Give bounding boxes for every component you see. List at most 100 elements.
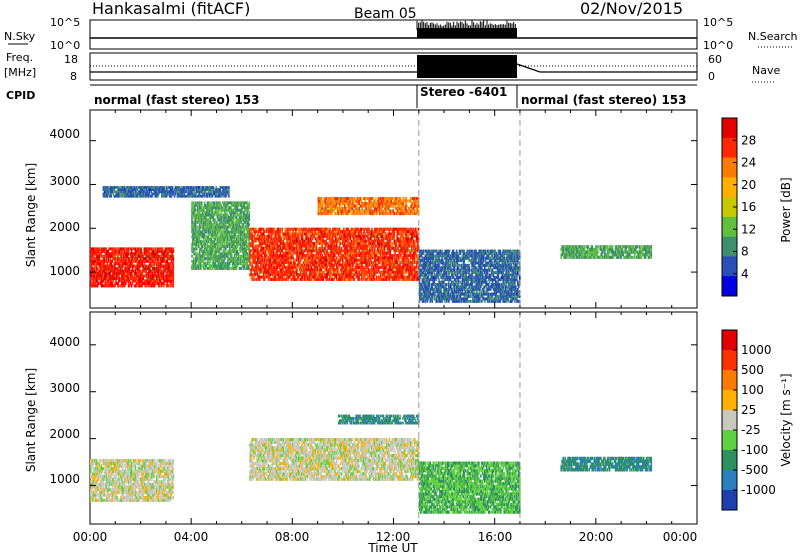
echo-cell — [103, 272, 106, 276]
echo-cell — [111, 269, 113, 273]
echo-cell — [155, 254, 157, 258]
echo-cell — [156, 267, 158, 271]
echo-cell — [134, 269, 137, 273]
echo-cell — [137, 249, 140, 253]
echo-cell — [110, 281, 112, 285]
echo-cell — [103, 257, 106, 261]
echo-cell — [200, 264, 203, 268]
echo-cell — [103, 247, 106, 251]
echo-cell — [151, 272, 153, 276]
echo-cell — [130, 262, 133, 266]
echo-cell — [90, 274, 92, 278]
echo-cell — [111, 277, 113, 281]
echo-cell — [138, 269, 141, 273]
echo-cell — [129, 272, 132, 276]
echo-cell — [95, 269, 98, 273]
echo-cell — [151, 262, 153, 266]
nave-tick-top: 60 — [708, 53, 722, 66]
echo-cell — [123, 252, 125, 256]
echo-cell — [100, 264, 103, 268]
echo-cell — [126, 274, 129, 278]
cpid-segment-1: normal (fast stereo) 153 — [94, 93, 260, 107]
echo-cell — [96, 277, 99, 281]
echo-cell — [98, 272, 101, 276]
echo-cell — [148, 274, 150, 278]
echo-cell — [102, 267, 105, 271]
echo-cell — [123, 279, 125, 283]
echo-cell — [124, 281, 127, 285]
echo-cell — [114, 257, 116, 261]
echo-cell — [155, 257, 157, 261]
echo-cell — [93, 249, 96, 253]
echo-cell — [141, 264, 143, 268]
echo-cell — [147, 254, 149, 258]
echo-cell — [102, 247, 105, 251]
echo-cell — [108, 272, 110, 276]
echo-cell — [130, 259, 133, 263]
echo-cell — [154, 259, 156, 263]
echo-cell — [118, 262, 120, 266]
echo-cell — [157, 279, 159, 283]
freq-tick-bottom: 8 — [70, 70, 77, 83]
echo-cell — [135, 284, 138, 288]
echo-cell — [104, 284, 107, 288]
echo-cell — [148, 279, 150, 283]
echo-cell — [111, 252, 113, 256]
echo-cell — [116, 281, 118, 285]
echo-cell — [153, 274, 155, 278]
echo-cell — [144, 259, 146, 263]
echo-cell — [141, 257, 143, 261]
stereo-noise-block — [417, 28, 517, 38]
echo-cell — [148, 272, 150, 276]
echo-cell — [135, 274, 138, 278]
echo-cell — [120, 284, 122, 288]
echo-cell — [114, 249, 116, 253]
echo-region — [191, 201, 250, 270]
echo-cell — [113, 262, 115, 266]
echo-cell — [92, 252, 95, 256]
echo-cell — [107, 279, 110, 283]
echo-cell — [138, 247, 141, 251]
echo-cell — [146, 259, 148, 263]
echo-cell — [108, 274, 110, 278]
echo-cell — [91, 277, 94, 281]
echo-cell — [94, 272, 97, 276]
echo-cell — [136, 281, 139, 285]
echo-cell — [123, 272, 125, 276]
echo-cell — [157, 281, 159, 285]
echo-cell — [115, 274, 117, 278]
echo-cell — [124, 259, 126, 263]
echo-cell — [97, 259, 100, 263]
echo-cell — [101, 249, 104, 253]
echo-cell — [111, 249, 113, 253]
echo-cell — [131, 279, 134, 283]
echo-cell — [123, 257, 125, 261]
echo-cell — [130, 257, 133, 261]
echo-cell — [97, 247, 100, 251]
echo-cell — [118, 264, 120, 268]
echo-cell — [154, 281, 156, 285]
echo-cell — [151, 264, 153, 268]
echo-cell — [91, 262, 93, 266]
echo-cell — [98, 254, 101, 258]
echo-cell — [126, 279, 129, 283]
echo-cell — [154, 252, 156, 256]
echo-region — [249, 227, 420, 281]
echo-cell — [104, 264, 107, 268]
echo-cell — [152, 254, 154, 258]
echo-cell — [114, 252, 116, 256]
echo-cell — [112, 247, 114, 251]
echo-cell — [107, 254, 110, 258]
echo-cell — [157, 254, 159, 258]
echo-cell — [106, 272, 109, 276]
echo-cell — [93, 284, 96, 288]
echo-cell — [99, 259, 102, 263]
echo-cell — [113, 269, 115, 273]
echo-cell — [353, 277, 356, 281]
echo-cell — [128, 257, 131, 261]
echo-cell — [157, 269, 160, 273]
echo-cell — [149, 269, 151, 273]
echo-cell — [147, 272, 149, 276]
echo-cell — [119, 272, 121, 276]
echo-cell — [119, 269, 121, 273]
